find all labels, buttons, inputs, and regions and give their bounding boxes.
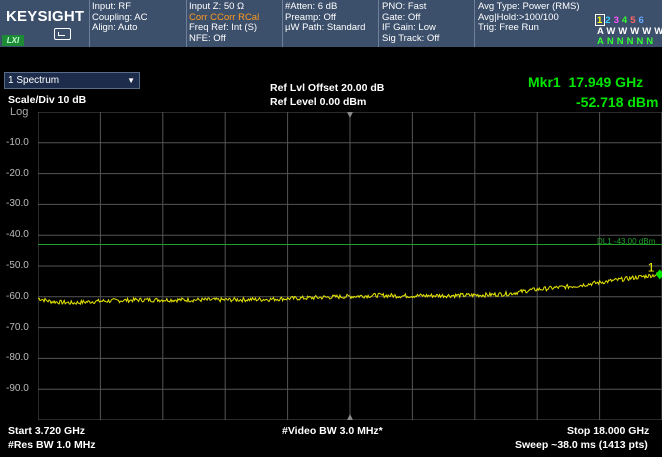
trace-number-6[interactable]: 6 — [638, 15, 647, 26]
active-trace-box — [595, 14, 605, 26]
bottom-center-marker-icon — [347, 414, 353, 420]
trace-number-3[interactable]: 3 — [613, 15, 622, 26]
trace-number-4[interactable]: 4 — [621, 15, 631, 26]
status-header: KEYSIGHT LXI Input: RF Coupling: AC Alig… — [0, 0, 662, 47]
y-axis-label: -20.0 — [6, 167, 29, 179]
trace-numbers[interactable]: 123456 — [597, 15, 647, 26]
marker-1 — [655, 269, 662, 280]
window-toggle-icon[interactable] — [54, 28, 71, 40]
scale-per-div: Scale/Div 10 dB — [8, 94, 87, 106]
y-axis-label: -70.0 — [6, 321, 29, 333]
stop-frequency[interactable]: Stop 18.000 GHz — [567, 425, 650, 437]
marker-amplitude: -52.718 dBm — [576, 94, 659, 110]
ref-level-offset: Ref Lvl Offset 20.00 dB — [270, 82, 385, 94]
top-center-marker-icon — [347, 112, 353, 118]
y-axis-label: -60.0 — [6, 290, 29, 302]
window-select-dropdown[interactable]: 1 Spectrum ▼ — [4, 72, 140, 89]
y-axis-label: -80.0 — [6, 352, 29, 364]
spectrum-graticule[interactable]: 1 — [38, 112, 662, 420]
ref-level: Ref Level 0.00 dBm — [270, 96, 367, 108]
y-axis-label: -10.0 — [6, 136, 29, 148]
sweep-time[interactable]: Sweep ~38.0 ms (1413 pts) — [515, 439, 648, 451]
y-axis-label: -50.0 — [6, 260, 29, 271]
video-bandwidth[interactable]: #Video BW 3.0 MHz* — [282, 425, 383, 437]
average-trigger-settings[interactable]: Avg Type: Power (RMS) Avg|Hold:>100/100 … — [478, 1, 580, 33]
brand-logo: KEYSIGHT — [6, 8, 85, 25]
y-axis-label: -90.0 — [6, 383, 29, 395]
trace-number-1[interactable]: 1 — [597, 15, 606, 26]
scale-type: Log — [10, 106, 29, 118]
resolution-bandwidth[interactable]: #Res BW 1.0 MHz — [8, 439, 96, 451]
trace-number-5[interactable]: 5 — [630, 15, 639, 26]
y-axis-label: -30.0 — [6, 198, 29, 210]
trace-number-2[interactable]: 2 — [605, 15, 614, 26]
trace-types: AWWWWW — [597, 26, 662, 37]
y-axis-label: -40.0 — [6, 229, 29, 241]
marker-label: Mkr1 17.949 GHz — [528, 74, 644, 90]
lxi-badge: LXI — [2, 35, 24, 46]
display-line-label: DL1 -43.00 dBm — [597, 237, 656, 246]
sweep-settings[interactable]: PNO: Fast Gate: Off IF Gain: Low Sig Tra… — [382, 1, 440, 44]
start-frequency[interactable]: Start 3.720 GHz — [8, 425, 86, 437]
trace-detectors: ANNNNN — [597, 36, 657, 47]
attenuation-settings[interactable]: #Atten: 6 dB Preamp: Off µW Path: Standa… — [285, 1, 366, 33]
input-settings[interactable]: Input: RF Coupling: AC Align: Auto — [92, 1, 148, 33]
trace-1 — [38, 272, 662, 306]
input-z-settings[interactable]: Input Z: 50 Ω Corr CCorr RCal Freq Ref: … — [189, 1, 260, 44]
dropdown-arrow-icon: ▼ — [127, 76, 135, 85]
marker-number: 1 — [648, 260, 655, 274]
